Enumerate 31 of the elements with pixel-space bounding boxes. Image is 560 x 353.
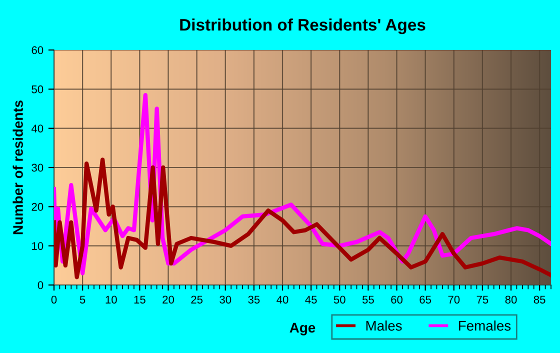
x-tick-label: 10 [106, 296, 117, 304]
x-tick-label: 40 [276, 296, 288, 304]
x-tick-label: 15 [134, 296, 146, 304]
x-tick-label: 60 [391, 296, 403, 304]
legend-label: Males [366, 320, 402, 331]
x-tick-label: 85 [534, 296, 546, 304]
y-tick-label: 0 [38, 281, 44, 290]
legend-label: Females [458, 320, 511, 331]
x-tick-label: 50 [334, 296, 346, 304]
y-tick-label: 60 [32, 46, 44, 54]
x-tick-label: 25 [191, 296, 203, 304]
x-tick-label: 65 [420, 296, 432, 304]
x-tick-label: 0 [51, 296, 57, 304]
chart-title: Distribution of Residents' Ages [180, 18, 426, 34]
y-tick-label: 40 [31, 124, 44, 132]
x-tick-label: 70 [448, 296, 460, 304]
x-tick-label: 30 [220, 296, 232, 304]
y-axis-title: Number of residents [12, 100, 23, 234]
x-tick-label: 35 [248, 296, 260, 304]
x-tick-label: 45 [305, 296, 317, 304]
y-tick-label: 10 [32, 242, 44, 250]
line-series [54, 158, 551, 280]
x-tick-label: 20 [162, 296, 174, 304]
y-tick-label: 20 [32, 202, 44, 211]
x-tick-label: 55 [362, 296, 374, 304]
x-tick-label: 75 [476, 296, 488, 304]
x-tick-label: 80 [505, 296, 517, 304]
y-tick-label: 30 [32, 164, 44, 172]
y-tick-label: 50 [32, 85, 44, 94]
x-tick-label: 5 [80, 296, 86, 304]
x-axis-title: Age [290, 322, 316, 336]
